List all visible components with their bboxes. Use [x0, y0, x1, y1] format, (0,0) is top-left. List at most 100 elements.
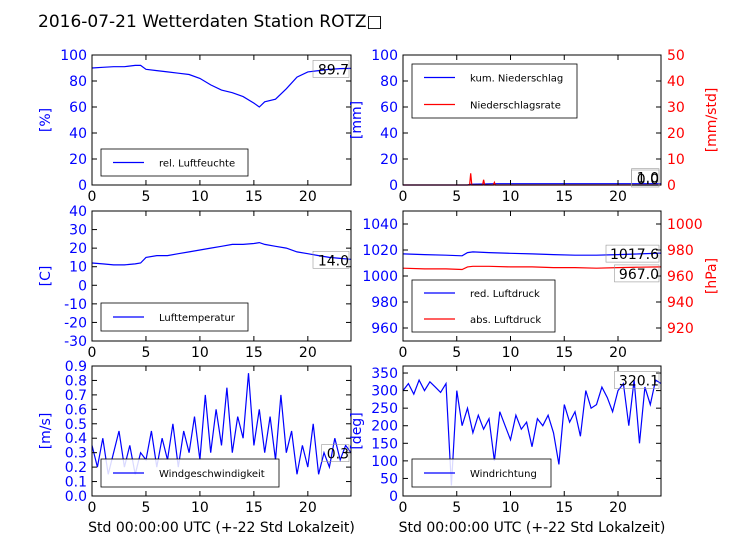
y-tick-label: 250	[371, 401, 398, 417]
legend-box	[411, 63, 578, 119]
legend-label: Windgeschwindigkeit	[159, 469, 265, 480]
y-tick-label: 0.8	[65, 373, 87, 389]
last-value-label: 320.1	[619, 374, 659, 390]
x-tick-label: 0	[399, 345, 408, 361]
y-tick-label: 0	[389, 489, 398, 505]
y-tick-label: 0.0	[65, 489, 87, 505]
chart-panel-pressure: 0 5 10 15 20 960 980 1000 1020 1040 920 940 960 980 10…	[362, 210, 720, 361]
y-tick-label: 0.7	[65, 388, 87, 404]
x-tick-label: 5	[452, 345, 461, 361]
x-tick-label: 0	[88, 345, 97, 361]
x-tick-label: 10	[191, 500, 209, 516]
series-line-0	[402, 251, 662, 257]
last-value-label: 89.7	[318, 62, 349, 78]
x-tick-label: 20	[609, 500, 627, 516]
y-tick-label: -10	[64, 297, 87, 313]
y-tick-label: 0	[389, 178, 398, 194]
y-tick-label: 1020	[362, 243, 398, 259]
x-tick-label: 15	[245, 189, 263, 205]
legend-label: red. Luftdruck	[470, 289, 540, 300]
legend-label: abs. Luftdruck	[470, 315, 541, 326]
y-tick-label: 40	[69, 204, 87, 220]
y-tick-label: 80	[380, 74, 398, 90]
y2-tick-label: 50	[667, 48, 685, 64]
y-axis-label: [C]	[38, 266, 54, 287]
x-tick-label: 15	[555, 500, 573, 516]
x-tick-label: 10	[191, 345, 209, 361]
y2-tick-label: 30	[667, 100, 685, 116]
x-tick-label: 15	[245, 345, 263, 361]
y-tick-label: 0	[78, 178, 87, 194]
y-tick-label: 0.1	[65, 475, 87, 491]
x-tick-label: 10	[502, 500, 520, 516]
chart-panel-humidity: 0 5 10 15 20 0 20 40 60 80 100 [%] rel. Luftfeuchte 8…	[38, 48, 352, 205]
y-tick-label: 10	[69, 260, 87, 276]
y-tick-label: 20	[69, 241, 87, 257]
x-tick-label: 5	[141, 500, 150, 516]
y-tick-label: -20	[64, 315, 87, 331]
y-axis-label: [%]	[38, 108, 54, 132]
y-tick-label: 20	[69, 152, 87, 168]
legend-label: Lufttemperatur	[159, 313, 236, 324]
x-tick-label: 0	[88, 189, 97, 205]
last-value-label-2: 0.0	[637, 172, 659, 188]
last-value-label: 1.0	[637, 171, 659, 187]
y-tick-label: 0.2	[65, 460, 87, 476]
y2-tick-label: 920	[667, 321, 694, 337]
y2-tick-label: 960	[667, 269, 694, 285]
x-tick-label: 10	[502, 345, 520, 361]
x-tick-label: 5	[452, 500, 461, 516]
y-tick-label: 0.9	[65, 359, 87, 375]
x-tick-label: 5	[452, 189, 461, 205]
last-value-label-box	[321, 444, 350, 462]
y-tick-label: -30	[64, 334, 87, 350]
y2-axis-label: [mm/std]	[704, 88, 720, 153]
last-value-label-box	[312, 250, 350, 269]
legend-label: rel. Luftfeuchte	[159, 159, 235, 170]
y-tick-label: 1000	[362, 269, 398, 285]
y-tick-label: 100	[371, 48, 398, 64]
y-tick-label: 60	[69, 100, 87, 116]
x-tick-label: 0	[399, 500, 408, 516]
y-tick-label: 50	[380, 471, 398, 487]
plot-frame	[91, 54, 352, 186]
y-axis-label: [deg]	[349, 412, 365, 449]
y2-tick-label: 1000	[667, 217, 703, 233]
x-tick-label: 20	[299, 189, 317, 205]
x-tick-label: 20	[609, 189, 627, 205]
x-tick-label: 20	[299, 345, 317, 361]
last-value-label-2-box	[631, 169, 660, 188]
y-tick-label: 1040	[362, 217, 398, 233]
last-value-label: 1017.6	[610, 247, 659, 263]
x-tick-label: 5	[141, 189, 150, 205]
y-tick-label: 350	[371, 366, 398, 382]
y-tick-label: 0.4	[65, 431, 87, 447]
plot-frame	[402, 365, 662, 497]
x-tick-label: 15	[555, 345, 573, 361]
y-tick-label: 60	[380, 100, 398, 116]
last-value-label: 14.0	[318, 253, 349, 269]
figure-title: 2016-07-21 Wetterdaten Station ROTZ□	[38, 12, 383, 32]
last-value-label: 0.3	[327, 447, 349, 463]
y-tick-label: 30	[69, 223, 87, 239]
y2-tick-label: 20	[667, 126, 685, 142]
y2-tick-label: 980	[667, 243, 694, 259]
chart-panel-temperature: 0 5 10 15 20 -30 -20 -10 0 10 20 30 40 [C] Lufttempera…	[38, 204, 352, 361]
y-tick-label: 980	[371, 295, 398, 311]
y-axis-label: [m/s]	[38, 413, 54, 450]
legend-label: Windrichtung	[470, 469, 537, 480]
y-tick-label: 0.6	[65, 402, 87, 418]
chart-panel-windspeed: 0 5 10 15 200.00.10.20.30.40.50.60.70.80.9[m…	[38, 359, 355, 536]
y-tick-label: 0	[78, 278, 87, 294]
x-tick-label: 0	[399, 189, 408, 205]
series-line-1	[402, 265, 662, 271]
y-tick-label: 0.3	[65, 446, 87, 462]
y-tick-label: 40	[380, 126, 398, 142]
last-value-label-box	[312, 60, 350, 78]
y-tick-label: 0.5	[65, 417, 87, 433]
y2-axis-label: [hPa]	[704, 258, 720, 294]
y-tick-label: 960	[371, 321, 398, 337]
